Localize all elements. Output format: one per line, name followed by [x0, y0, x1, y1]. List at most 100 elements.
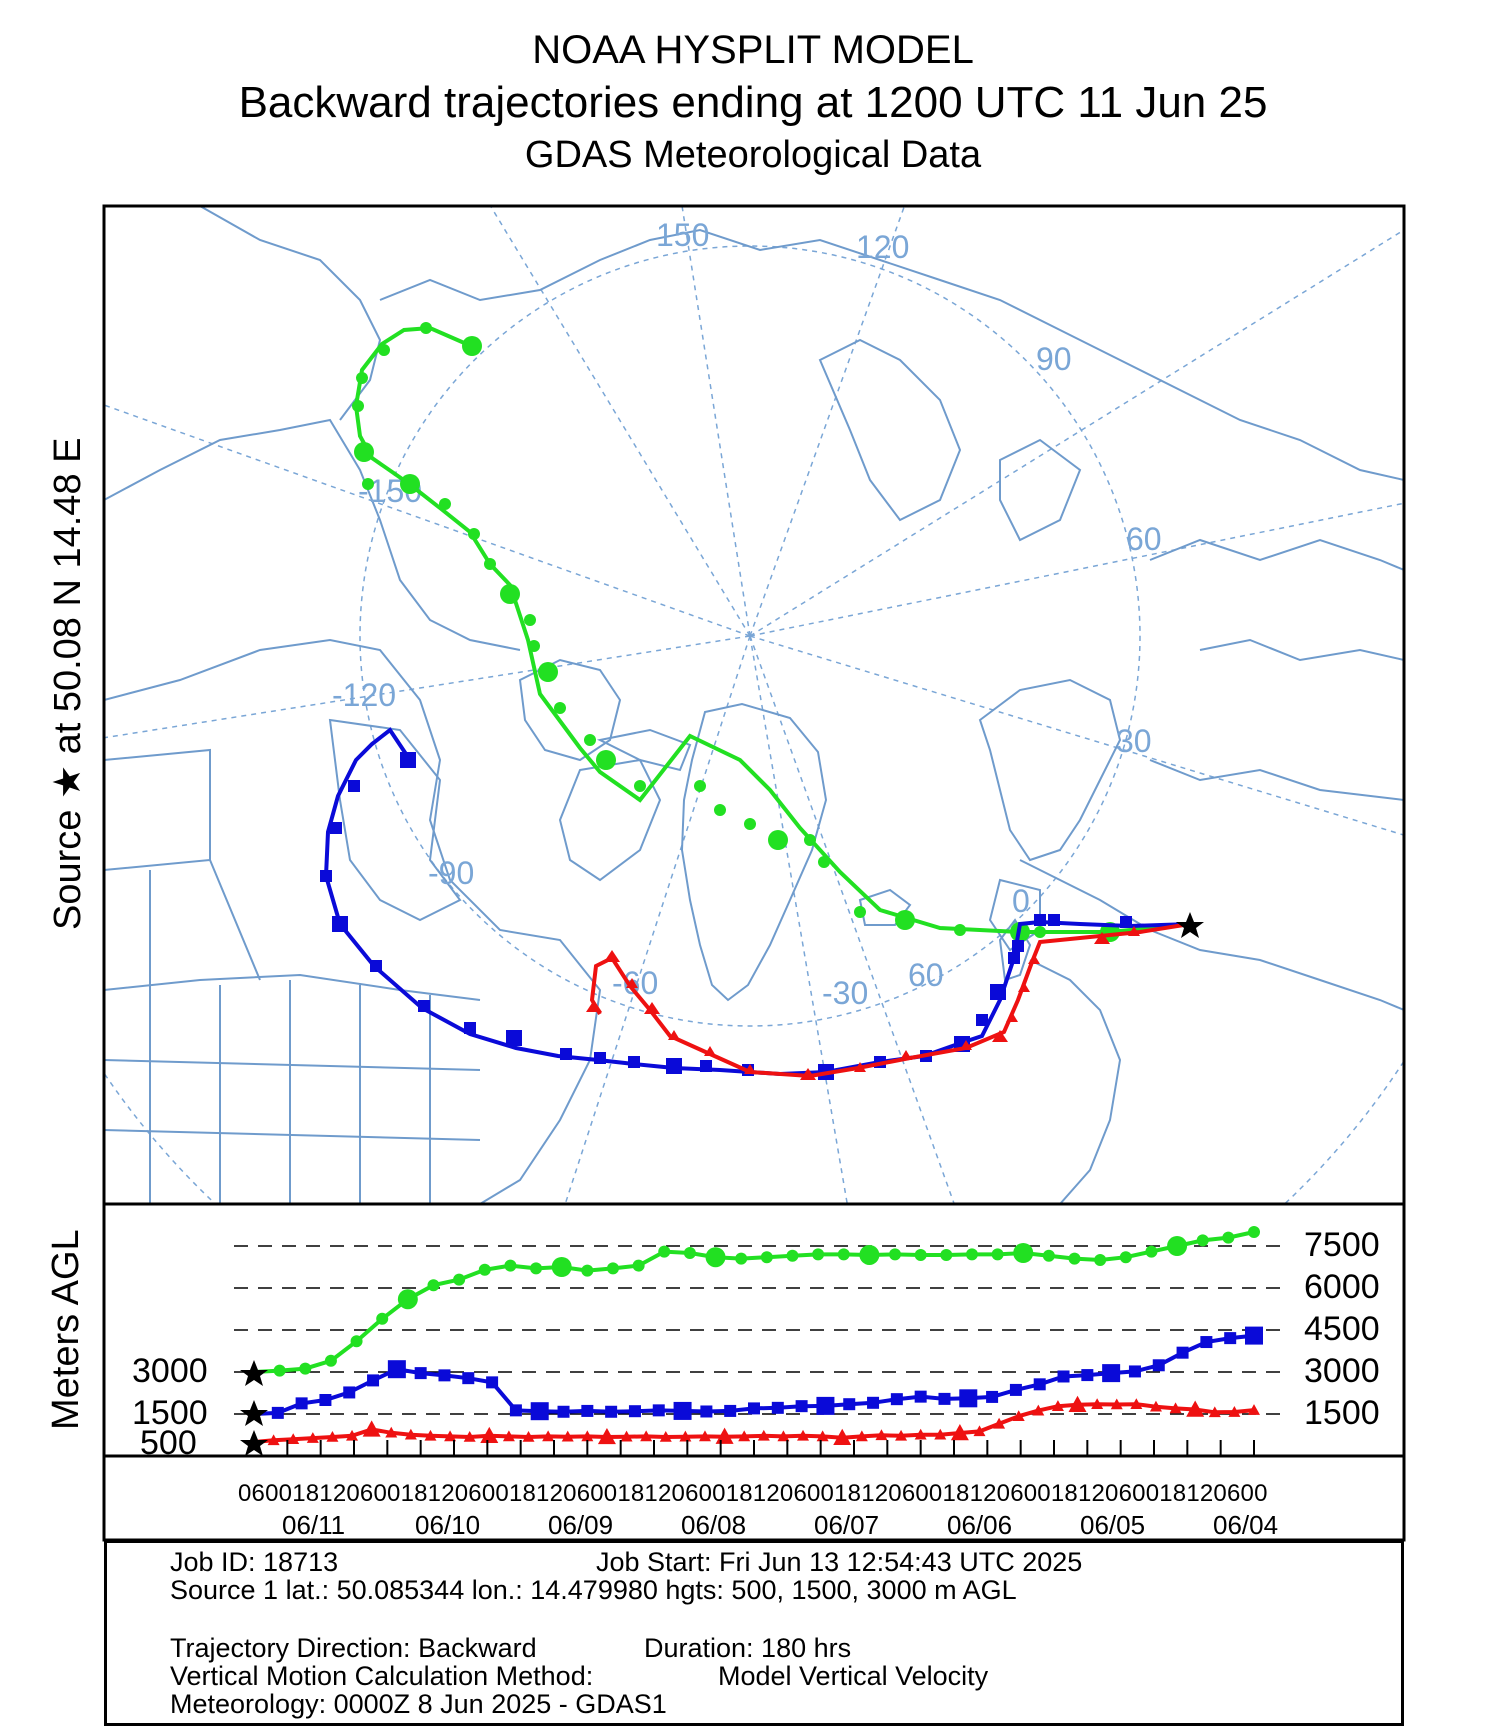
height-point	[414, 1367, 427, 1380]
height-point	[502, 1430, 515, 1442]
height-point	[700, 1405, 713, 1418]
height-point	[679, 1430, 692, 1442]
height-point	[444, 1430, 457, 1442]
height-gridlines	[234, 1245, 1290, 1415]
height-point	[326, 1430, 339, 1442]
height-point	[973, 1425, 986, 1437]
height-point	[1245, 1326, 1263, 1345]
height-point	[346, 1429, 359, 1441]
height-point	[934, 1428, 947, 1440]
height-point	[478, 1263, 491, 1276]
height-point	[1222, 1231, 1235, 1244]
height-series	[253, 1226, 1263, 1446]
height-point	[1149, 1400, 1162, 1412]
height-point	[486, 1376, 499, 1389]
height-point	[797, 1429, 810, 1441]
height-point	[530, 1402, 549, 1421]
height-point	[620, 1430, 633, 1442]
date-label: 06/04	[1213, 1510, 1279, 1540]
height-point	[757, 1429, 770, 1441]
height-point	[273, 1364, 286, 1377]
height-point	[462, 1372, 475, 1385]
height-point	[1248, 1404, 1260, 1415]
height-point	[424, 1429, 437, 1441]
map-area: 150 120 90 60 30 0 -30 -60 -90 -120 -150…	[104, 206, 1404, 1204]
graticule	[104, 206, 1404, 1204]
height-point	[760, 1251, 773, 1264]
height-point	[581, 1404, 594, 1417]
height-point	[724, 1404, 737, 1417]
height-point	[959, 1389, 978, 1408]
height-point	[795, 1400, 808, 1413]
height-point	[1094, 1254, 1107, 1266]
height-point	[1196, 1234, 1209, 1247]
lon-label-minus90: -90	[428, 855, 474, 891]
height-point	[581, 1264, 594, 1277]
height-point	[1110, 1398, 1123, 1410]
height-point	[715, 1427, 734, 1444]
height-point	[991, 1248, 1004, 1261]
height-point	[1051, 1400, 1064, 1411]
coastlines	[104, 206, 1404, 1204]
height-point	[1033, 1378, 1046, 1391]
date-label: 06/06	[947, 1510, 1013, 1540]
height-point	[605, 1405, 618, 1418]
height-label-3000-right: 3000	[1304, 1352, 1380, 1390]
height-point	[632, 1259, 645, 1272]
height-point	[1013, 1243, 1034, 1263]
height-point	[1081, 1369, 1094, 1382]
height-point	[855, 1430, 868, 1442]
trajectory-direction: Trajectory Direction: Backward	[170, 1633, 537, 1663]
height-point	[875, 1429, 888, 1441]
date-label: 06/10	[415, 1510, 481, 1540]
height-point	[597, 1427, 616, 1445]
job-id: Job ID: 18713	[170, 1547, 339, 1577]
height-point	[350, 1335, 363, 1348]
meteorology: Meteorology: 0000Z 8 Jun 2025 - GDAS1	[170, 1689, 667, 1719]
vertical-method-label: Vertical Motion Calculation Method:	[170, 1661, 594, 1691]
height-point	[1119, 1251, 1132, 1264]
height-point	[397, 1289, 418, 1310]
height-point	[889, 1248, 902, 1261]
height-point	[1102, 1364, 1121, 1383]
height-point	[1152, 1359, 1165, 1372]
height-point	[1176, 1346, 1189, 1359]
height-point	[427, 1279, 440, 1292]
height-point	[735, 1252, 748, 1265]
height-label-1500-right: 1500	[1304, 1394, 1380, 1432]
height-line-0	[253, 1402, 1255, 1444]
height-point	[1200, 1336, 1213, 1349]
height-point	[1068, 1252, 1081, 1265]
lat-label-60-right: 60	[908, 957, 944, 993]
hour-tick-labels: 0600181206001812060018120600181206001812…	[238, 1480, 1268, 1507]
height-point	[463, 1430, 476, 1442]
height-point	[867, 1396, 880, 1409]
height-point	[1068, 1395, 1087, 1412]
height-point	[287, 1433, 300, 1444]
height-point	[404, 1428, 417, 1440]
lon-label-150: 150	[656, 217, 709, 253]
height-point	[890, 1393, 903, 1406]
height-point	[843, 1398, 856, 1411]
height-point	[1130, 1398, 1143, 1409]
height-point	[965, 1248, 978, 1261]
height-point	[938, 1392, 951, 1405]
job-start: Job Start: Fri Jun 13 12:54:43 UTC 2025	[596, 1547, 1083, 1577]
height-point	[1128, 1365, 1141, 1378]
data-source-label: GDAS Meteorological Data	[524, 134, 982, 176]
height-point	[940, 1248, 953, 1261]
date-label: 06/11	[282, 1510, 346, 1540]
height-point	[659, 1430, 672, 1442]
lon-label-120: 120	[856, 229, 909, 265]
vertical-method-value: Model Vertical Velocity	[718, 1661, 989, 1691]
height-point	[343, 1386, 356, 1399]
height-point	[271, 1406, 284, 1419]
height-point	[299, 1362, 312, 1375]
height-label-4500: 4500	[1304, 1310, 1380, 1348]
height-point	[480, 1426, 499, 1444]
job-info-box	[104, 1540, 1404, 1726]
map-title: NOAA HYSPLIT MODEL	[532, 28, 974, 72]
height-point	[1012, 1410, 1025, 1422]
date-label: 06/08	[681, 1510, 747, 1540]
height-point	[1248, 1226, 1260, 1238]
